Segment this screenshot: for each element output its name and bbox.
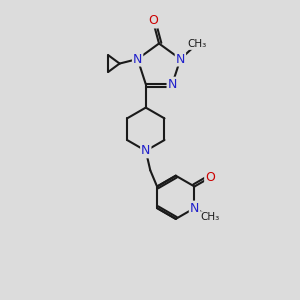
Text: N: N (190, 202, 199, 214)
Text: CH₃: CH₃ (187, 39, 206, 49)
Text: N: N (176, 52, 185, 65)
Text: N: N (133, 52, 142, 65)
Text: N: N (167, 78, 177, 91)
Text: O: O (148, 14, 158, 28)
Text: O: O (205, 171, 215, 184)
Text: N: N (141, 144, 151, 157)
Text: CH₃: CH₃ (200, 212, 220, 222)
